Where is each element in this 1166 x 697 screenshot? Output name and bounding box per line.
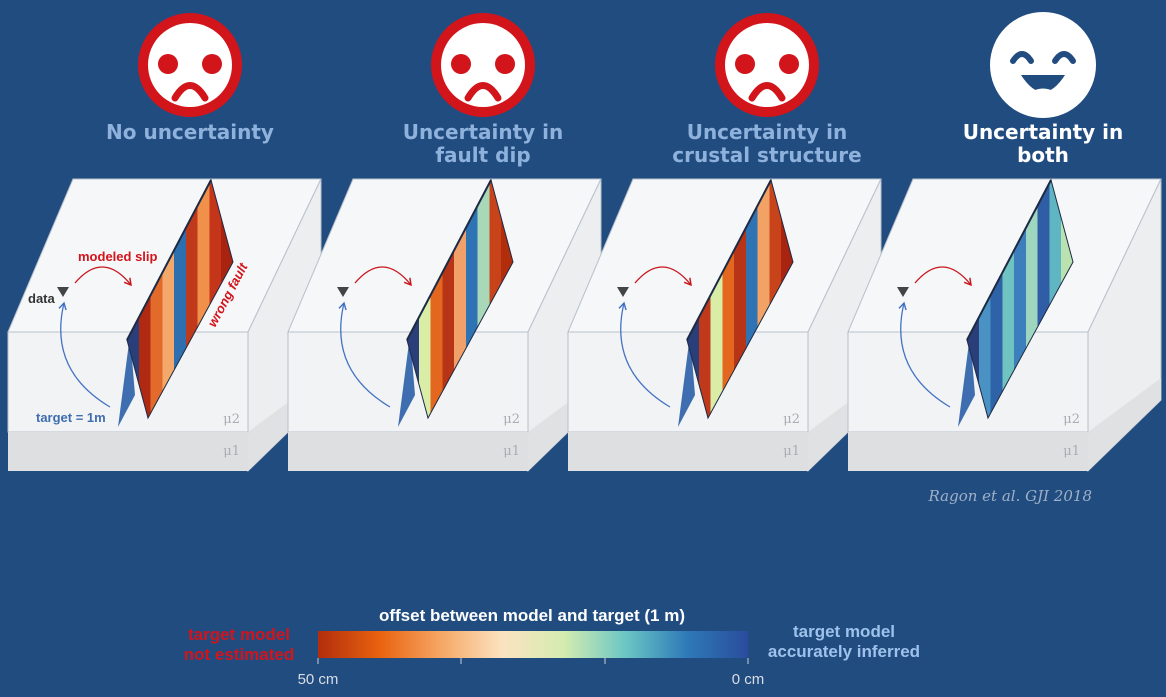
colorbar-left-label-line1: target model [188,625,290,644]
crust-block: μ2 μ1 [567,178,882,473]
panel-title-line-2: fault dip [435,143,530,167]
target-arrow [58,301,111,408]
mu1-label: μ1 [223,444,240,459]
mu2-label: μ2 [503,412,520,427]
mu2-label: μ2 [1063,412,1080,427]
slip-arrow [74,266,132,287]
colorbar-title: offset between model and target (1 m) [379,606,685,625]
data-label: data [28,291,56,306]
target-fault-shape [118,335,135,427]
target-fault-shape [398,335,415,427]
mu2-label: μ2 [783,412,800,427]
citation-text: Ragon et al. GJI 2018 [928,487,1092,505]
target-arrow [338,301,391,408]
target-arrow [618,301,671,408]
mu2-label: μ2 [223,412,240,427]
data-station-icon [617,287,629,297]
colorbar-bar [318,631,748,658]
modeled-slip-label: modeled slip [78,249,158,264]
sad-face-icon [715,13,819,117]
colorbar: offset between model and target (1 m) 50… [184,606,920,688]
colorbar-tick-right: 0 cm [732,671,765,688]
sad-face-icon [431,13,535,117]
panel-title-line-1: Uncertainty in [687,120,848,144]
sad-face-icon [138,13,242,117]
panel-title-line-2: both [1017,143,1069,167]
slip-arrow [634,266,692,287]
colorbar-tick-left: 50 cm [298,671,339,688]
target-label: target = 1m [36,410,106,425]
mu1-label: μ1 [503,444,520,459]
crust-block: μ2 μ1 [847,178,1162,473]
slip-arrow [914,266,972,287]
panel-title-line-1: No uncertainty [106,120,274,144]
colorbar-right-label-line2: accurately inferred [768,642,920,661]
mu1-label: μ1 [783,444,800,459]
target-fault-shape [678,335,695,427]
crust-block: μ2 μ1 [287,178,602,473]
data-station-icon [57,287,69,297]
mu1-label: μ1 [1063,444,1080,459]
panel-title-line-1: Uncertainty in [403,120,564,144]
panel-title-line-2: crustal structure [672,143,861,167]
colorbar-right-label-line1: target model [793,622,895,641]
happy-face-icon [990,12,1096,118]
panel-title-line-1: Uncertainty in [963,120,1124,144]
colorbar-left-label-line2: not estimated [184,645,295,664]
slip-arrow [354,266,412,287]
data-station-icon [337,287,349,297]
target-arrow [898,301,951,408]
data-station-icon [897,287,909,297]
target-fault-shape [958,335,975,427]
